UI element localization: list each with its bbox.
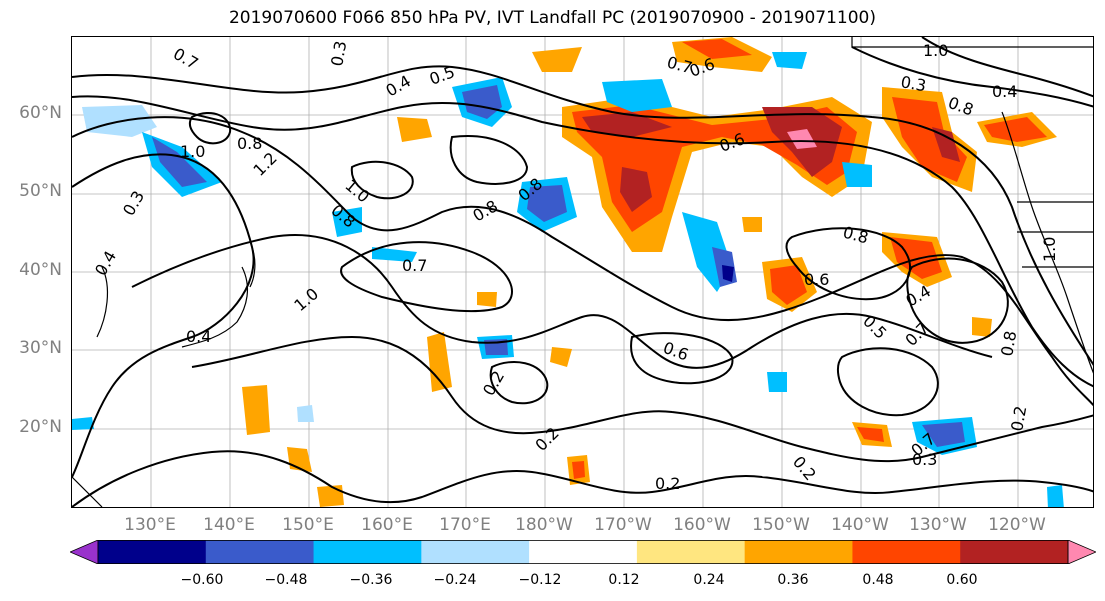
contour-label: 1.0 — [923, 41, 948, 60]
colorbar-segment — [636, 540, 746, 564]
contour-label: 0.8 — [946, 93, 976, 120]
colorbar-tick-label: 0.36 — [777, 572, 809, 588]
lon-label-150e: 150°E — [282, 515, 334, 535]
lon-label-170w: 170°W — [594, 515, 652, 535]
contour-label: 0.8 — [997, 329, 1020, 357]
contour-label: 1.0 — [1040, 237, 1059, 262]
contour-label: 0.2 — [789, 452, 820, 484]
colorbar-tick-label: −0.12 — [518, 572, 562, 588]
lat-label-40n: 40°N — [19, 260, 62, 280]
lon-label-120w: 120°W — [988, 515, 1046, 535]
map-title: 2019070600 F066 850 hPa PV, IVT Landfall… — [228, 8, 876, 28]
contour-label: 0.8 — [237, 134, 262, 153]
contour-label: 0.3 — [119, 187, 148, 219]
contour-label: 0.8 — [470, 196, 502, 225]
colorbar-segment — [852, 540, 961, 564]
colorbar-extend-high — [1067, 540, 1096, 564]
lon-label-130e: 130°E — [124, 515, 176, 535]
positive-anomaly-fills — [242, 37, 1057, 507]
colorbar-segment — [529, 540, 638, 564]
contour-label: 0.2 — [655, 474, 680, 493]
contour-label: 0.7 — [170, 44, 202, 73]
colorbar-tick-label: 0.60 — [946, 572, 978, 588]
contour-label: 0.6 — [804, 270, 829, 289]
colorbar — [70, 540, 1096, 564]
contour-label: 0.8 — [841, 223, 871, 248]
colorbar-extend-low — [70, 540, 99, 564]
lat-label-20n: 20°N — [19, 417, 62, 437]
lon-label-130w: 130°W — [909, 515, 967, 535]
colorbar-tick-label: 0.48 — [862, 572, 894, 588]
lat-label-30n: 30°N — [19, 338, 62, 358]
contour-label: 0.4 — [186, 327, 211, 346]
lon-label-150w: 150°W — [752, 515, 810, 535]
contour-label: 0.4 — [992, 82, 1017, 101]
contour-label: 0.7 — [901, 318, 932, 349]
coastlines — [72, 37, 1093, 507]
contour-label: 0.2 — [531, 423, 562, 454]
lon-label-160w: 160°W — [673, 515, 731, 535]
contour-label: 0.2 — [479, 367, 508, 399]
contour-label: 0.4 — [91, 247, 120, 279]
contour-label: 0.7 — [402, 256, 427, 275]
colorbar-segment — [98, 540, 207, 564]
contour-label: 0.3 — [327, 39, 350, 67]
colorbar-tick-label: −0.24 — [433, 572, 477, 588]
lat-label-50n: 50°N — [19, 181, 62, 201]
contour-label: 0.3 — [899, 72, 927, 95]
colorbar-tick-label: −0.36 — [349, 572, 393, 588]
contour-label: 0.2 — [1007, 404, 1030, 432]
colorbar-tick-label: −0.60 — [180, 572, 224, 588]
colorbar-segment — [744, 540, 853, 564]
lon-label-170e: 170°E — [439, 515, 491, 535]
contour-label: 0.6 — [661, 338, 691, 365]
contour-label: 1.2 — [249, 148, 280, 179]
colorbar-segment — [421, 540, 530, 564]
colorbar-tick-label: 0.12 — [608, 572, 640, 588]
colorbar-tick-label: 0.24 — [693, 572, 725, 588]
negative-anomaly-fills — [72, 52, 1064, 507]
map-panel: 0.7 0.3 0.4 0.5 1.0 0.8 1.2 0.8 0.3 0.4 … — [71, 36, 1094, 508]
colorbar-tick-label: −0.48 — [264, 572, 308, 588]
colorbar-segment — [205, 540, 315, 564]
lon-label-140w: 140°W — [831, 515, 889, 535]
pv-contours — [72, 37, 1093, 507]
colorbar-border — [97, 540, 1069, 564]
contour-label: 1.0 — [341, 176, 373, 207]
contour-label: 1.0 — [290, 284, 322, 315]
lat-label-60n: 60°N — [19, 103, 62, 123]
lon-label-140e: 140°E — [203, 515, 255, 535]
contour-label: 1.0 — [180, 142, 205, 161]
colorbar-segment — [960, 540, 1069, 564]
contour-label: 0.3 — [912, 450, 937, 469]
lon-label-160e: 160°E — [361, 515, 413, 535]
lon-label-180w: 180°W — [515, 515, 573, 535]
colorbar-segment — [313, 540, 422, 564]
map-svg: 0.7 0.3 0.4 0.5 1.0 0.8 1.2 0.8 0.3 0.4 … — [72, 37, 1093, 507]
colorbar-segments — [70, 540, 1096, 564]
